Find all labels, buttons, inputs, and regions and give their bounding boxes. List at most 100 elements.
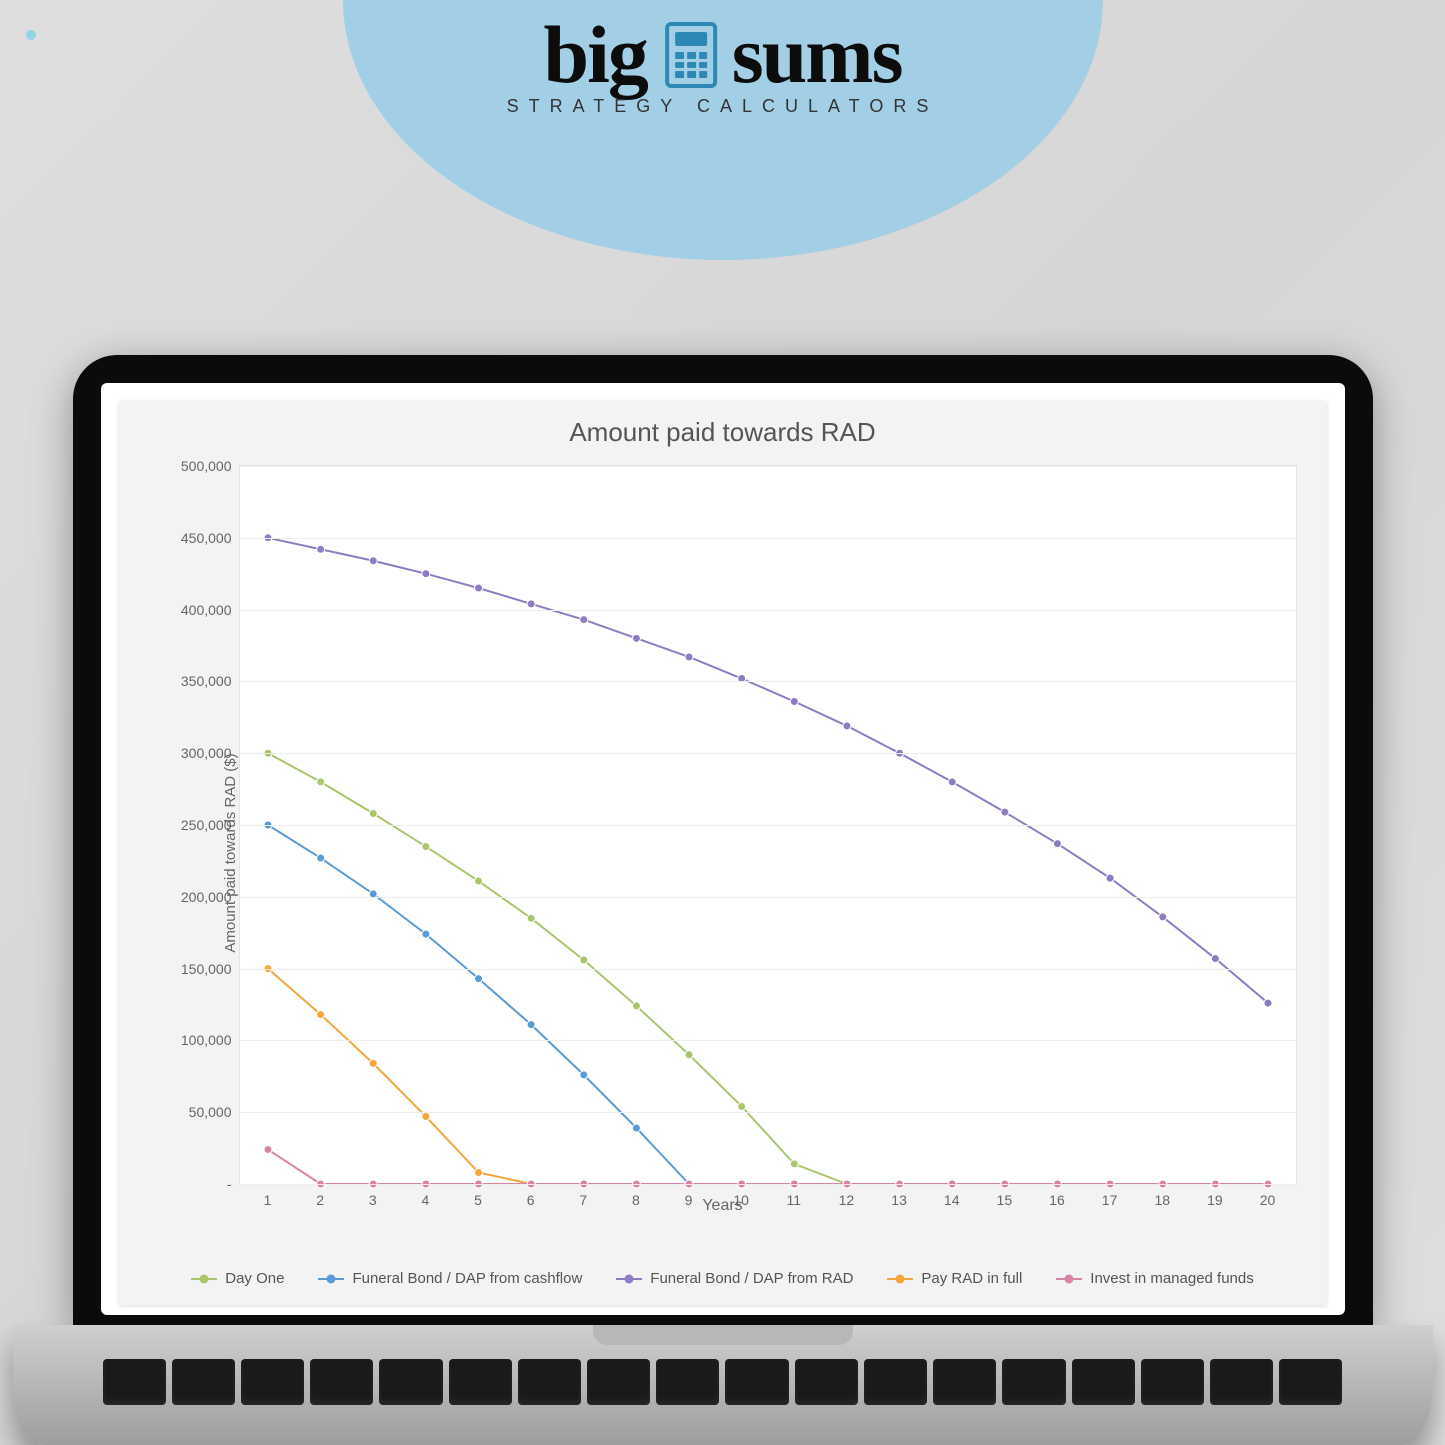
series-point-fb_cashflow: [527, 1021, 535, 1029]
series-point-pay_full: [369, 1059, 377, 1067]
x-tick-label: 14: [944, 1192, 960, 1208]
x-tick-label: 10: [733, 1192, 749, 1208]
laptop-screen: Amount paid towards RAD Amount paid towa…: [101, 383, 1345, 1315]
y-tick-label: -: [227, 1176, 232, 1192]
series-point-day_one: [632, 1002, 640, 1010]
y-tick-label: 450,000: [181, 530, 232, 546]
series-point-pay_full: [474, 1169, 482, 1177]
series-point-day_one: [579, 956, 587, 964]
series-point-pay_full: [316, 1011, 324, 1019]
legend-label: Funeral Bond / DAP from cashflow: [352, 1270, 582, 1287]
x-tick-label: 12: [839, 1192, 855, 1208]
series-point-fb_rad: [1000, 808, 1008, 816]
legend-item-pay_full[interactable]: Pay RAD in full: [887, 1270, 1022, 1287]
x-tick-label: 3: [369, 1192, 377, 1208]
series-line-fb_cashflow: [268, 825, 1268, 1184]
legend-swatch: [616, 1278, 642, 1280]
brand-word-2: sums: [732, 9, 902, 100]
grid-line: [240, 610, 1296, 611]
grid-line: [240, 897, 1296, 898]
y-tick-label: 150,000: [181, 961, 232, 977]
series-point-fb_rad: [369, 557, 377, 565]
laptop-lid: Amount paid towards RAD Amount paid towa…: [73, 355, 1373, 1325]
legend-swatch: [887, 1278, 913, 1280]
grid-line: [240, 825, 1296, 826]
series-point-fb_rad: [842, 722, 850, 730]
brand-logo: big sums STRATEGY CALCULATORS: [507, 8, 939, 117]
x-tick-label: 8: [632, 1192, 640, 1208]
x-tick-label: 16: [1049, 1192, 1065, 1208]
grid-line: [240, 538, 1296, 539]
series-point-fb_cashflow: [421, 930, 429, 938]
chart-title: Amount paid towards RAD: [119, 401, 1327, 452]
grid-line: [240, 1112, 1296, 1113]
x-tick-label: 5: [474, 1192, 482, 1208]
legend-label: Day One: [225, 1270, 284, 1287]
legend: Day One Funeral Bond / DAP from cashflow F…: [119, 1270, 1327, 1287]
x-tick-label: 2: [316, 1192, 324, 1208]
y-tick-label: 500,000: [181, 458, 232, 474]
series-line-pay_full: [268, 969, 1268, 1184]
legend-label: Invest in managed funds: [1090, 1270, 1253, 1287]
legend-item-day_one[interactable]: Day One: [191, 1270, 284, 1287]
series-point-day_one: [316, 778, 324, 786]
x-tick-label: 4: [421, 1192, 429, 1208]
series-point-day_one: [737, 1102, 745, 1110]
grid-line: [240, 969, 1296, 970]
legend-label: Pay RAD in full: [921, 1270, 1022, 1287]
brand-tagline: STRATEGY CALCULATORS: [507, 96, 939, 117]
series-point-day_one: [527, 914, 535, 922]
series-point-fb_rad: [948, 778, 956, 786]
accent-dot: [26, 30, 36, 40]
legend-item-managed[interactable]: Invest in managed funds: [1056, 1270, 1253, 1287]
grid-line: [240, 753, 1296, 754]
legend-item-fb_cashflow[interactable]: Funeral Bond / DAP from cashflow: [318, 1270, 582, 1287]
grid-line: [240, 681, 1296, 682]
series-line-managed: [268, 1150, 1268, 1184]
x-tick-label: 20: [1260, 1192, 1276, 1208]
series-point-day_one: [421, 843, 429, 851]
grid-line: [240, 1184, 1296, 1185]
x-tick-label: 9: [685, 1192, 693, 1208]
series-point-fb_rad: [474, 584, 482, 592]
series-point-fb_rad: [1264, 999, 1272, 1007]
x-tick-label: 19: [1207, 1192, 1223, 1208]
x-tick-label: 1: [264, 1192, 272, 1208]
brand-word-1: big: [543, 9, 646, 100]
series-point-fb_rad: [1211, 955, 1219, 963]
series-point-fb_rad: [1053, 840, 1061, 848]
series-point-day_one: [685, 1051, 693, 1059]
series-point-day_one: [474, 877, 482, 885]
x-tick-label: 13: [891, 1192, 907, 1208]
y-tick-label: 300,000: [181, 745, 232, 761]
grid-line: [240, 1040, 1296, 1041]
legend-swatch: [191, 1278, 217, 1280]
calculator-icon: [665, 22, 717, 88]
series-point-fb_cashflow: [316, 854, 324, 862]
series-point-day_one: [369, 810, 377, 818]
laptop-base: [13, 1325, 1433, 1445]
series-point-fb_rad: [632, 634, 640, 642]
x-tick-label: 11: [787, 1192, 802, 1208]
series-point-fb_cashflow: [632, 1124, 640, 1132]
grid-line: [240, 466, 1296, 467]
legend-swatch: [318, 1278, 344, 1280]
series-point-fb_rad: [790, 698, 798, 706]
series-point-fb_cashflow: [579, 1071, 587, 1079]
y-tick-label: 250,000: [181, 817, 232, 833]
series-point-fb_cashflow: [474, 975, 482, 983]
x-tick-label: 15: [997, 1192, 1013, 1208]
keyboard-row: [103, 1359, 1343, 1405]
chart-card: Amount paid towards RAD Amount paid towa…: [119, 401, 1327, 1305]
plot-area: -50,000100,000150,000200,000250,000300,0…: [239, 465, 1297, 1185]
legend-item-fb_rad[interactable]: Funeral Bond / DAP from RAD: [616, 1270, 853, 1287]
legend-label: Funeral Bond / DAP from RAD: [650, 1270, 853, 1287]
y-axis-label: Amount paid towards RAD ($): [222, 753, 239, 952]
series-point-fb_rad: [1158, 913, 1166, 921]
y-tick-label: 400,000: [181, 602, 232, 618]
x-tick-label: 7: [579, 1192, 587, 1208]
y-tick-label: 350,000: [181, 673, 232, 689]
series-point-fb_rad: [421, 570, 429, 578]
legend-swatch: [1056, 1278, 1082, 1280]
series-point-day_one: [790, 1160, 798, 1168]
